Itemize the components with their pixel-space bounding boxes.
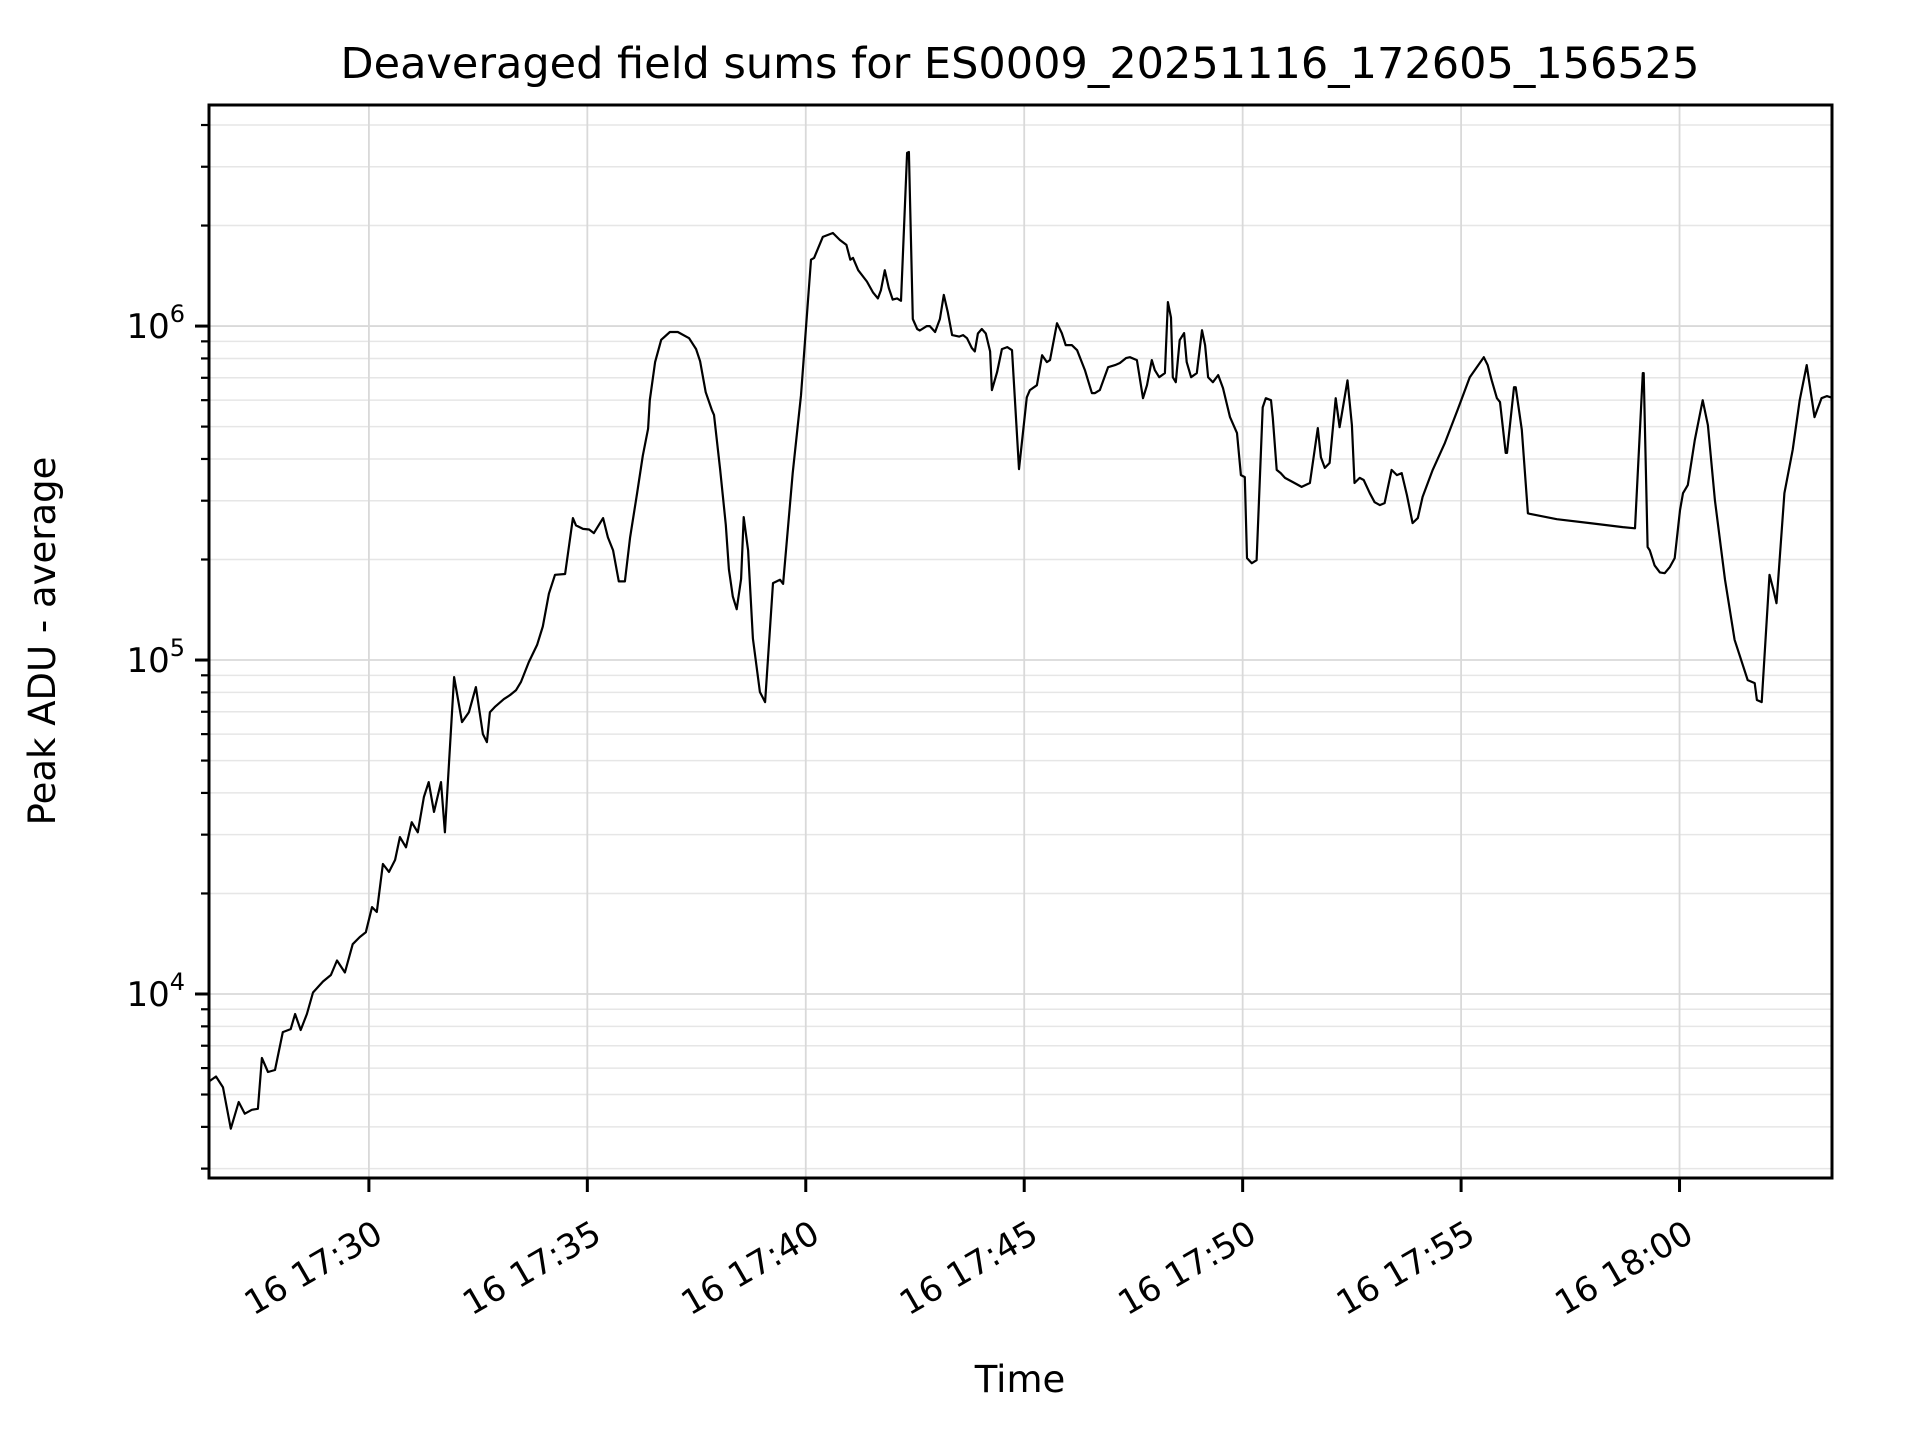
plot-area-frame: [207, 103, 1834, 1180]
x-tick-label: 16 17:45: [893, 1213, 1045, 1324]
y-axis-label: Peak ADU - average: [21, 457, 64, 826]
x-axis-label: Time: [974, 1358, 1066, 1401]
y-tick-label: 105: [126, 634, 185, 681]
x-tick-label: 16 17:40: [675, 1213, 827, 1324]
y-tick-label: 104: [126, 968, 185, 1015]
gridlines-major: [209, 105, 1832, 1178]
x-tick-label: 16 18:00: [1548, 1213, 1700, 1324]
x-tick-label: 16 17:55: [1330, 1213, 1482, 1324]
x-tick-label: 16 17:30: [238, 1213, 390, 1324]
axis-tick-labels: 104 105 106 16 17:30 16 17:35 16 17:40 16 17:4…: [126, 300, 1700, 1324]
x-tick-label: 16 17:50: [1111, 1213, 1263, 1324]
x-tick-label: 16 17:35: [456, 1213, 608, 1324]
y-tick-label: 106: [126, 300, 185, 347]
gridlines-minor: [209, 124, 1832, 1170]
chart-title: Deaveraged field sums for ES0009_2025111…: [341, 39, 1700, 89]
axis-ticks: [195, 123, 1682, 1192]
data-line: [207, 150, 1832, 1130]
data-series: [207, 150, 1832, 1130]
